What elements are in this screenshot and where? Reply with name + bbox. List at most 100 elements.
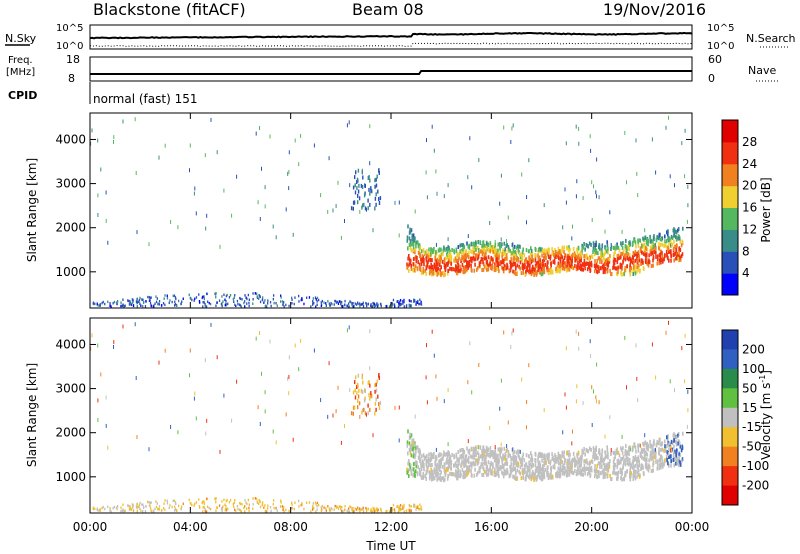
power-cell (576, 250, 579, 255)
power-cell (375, 304, 377, 307)
power-cell (651, 251, 653, 256)
power-cell (471, 268, 473, 273)
velocity-cell (417, 504, 419, 508)
velocity-cell (584, 471, 586, 476)
velocity-cell (507, 449, 510, 454)
power-cell (530, 248, 533, 253)
velocity-speckle (512, 447, 514, 452)
power-cell (532, 264, 534, 269)
power-cell (660, 257, 663, 262)
power-cell (127, 299, 129, 302)
velocity-cell (576, 452, 578, 457)
velocity-cell (601, 458, 603, 463)
power-cell (631, 255, 634, 260)
power-speckle (651, 137, 653, 142)
power-speckle (259, 217, 261, 221)
power-cell (320, 301, 322, 304)
power-cell (562, 263, 564, 268)
velocity-cell (226, 498, 228, 502)
power-speckle (596, 194, 597, 199)
velocity-cell (633, 443, 636, 448)
power-cell (409, 239, 412, 244)
velocity-cell (282, 508, 284, 512)
power-cell (298, 294, 300, 298)
velocity-cell (131, 503, 133, 506)
power-speckle (357, 168, 360, 173)
power-cell (533, 273, 535, 277)
velocity-cell (224, 503, 226, 506)
power-cell (487, 248, 490, 253)
power-cell (412, 241, 415, 246)
velocity-cell (362, 510, 365, 513)
velocity-cell (376, 507, 378, 510)
power-cell (225, 294, 227, 298)
velocity-cell (412, 446, 415, 451)
velocity-speckle (443, 399, 445, 404)
velocity-cell (531, 459, 533, 464)
velocity-cell (436, 462, 438, 467)
colorbar-tick-label: -15 (742, 420, 762, 434)
power-cell (571, 258, 573, 263)
power-cell (474, 243, 476, 248)
velocity-cell (153, 510, 155, 513)
velocity-cell (280, 499, 282, 502)
colorbar-tick-label: 15 (742, 401, 757, 415)
velocity-speckle (433, 353, 435, 358)
velocity-speckle (353, 405, 356, 410)
power-cell (636, 265, 639, 270)
velocity-cell (504, 461, 506, 466)
velocity-cell (547, 459, 550, 464)
freq-label-line1: Freq. (8, 55, 33, 66)
power-cell (513, 255, 515, 260)
velocity-cell (190, 502, 192, 505)
velocity-cell (164, 508, 166, 512)
velocity-cell (556, 457, 558, 461)
velocity-cell (559, 473, 561, 478)
colorbar-tick-label: 16 (742, 201, 757, 215)
power-cell (411, 233, 413, 238)
velocity-cell (410, 447, 412, 452)
velocity-cell (574, 458, 576, 463)
power-cell (519, 260, 522, 265)
velocity-cell (497, 471, 500, 476)
velocity-cell (566, 464, 569, 469)
velocity-speckle (526, 400, 528, 404)
power-cell (222, 300, 224, 303)
velocity-cell (549, 459, 552, 464)
velocity-speckle (562, 430, 564, 435)
velocity-cell (627, 449, 629, 454)
velocity-cell (588, 462, 591, 466)
velocity-cell (516, 449, 519, 454)
power-cell (581, 243, 583, 248)
power-cell (391, 304, 393, 307)
power-cell (426, 249, 428, 253)
velocity-cell (505, 471, 507, 476)
velocity-speckle (288, 374, 290, 379)
power-cell (556, 269, 558, 274)
power-cell (164, 303, 166, 307)
power-cell (483, 264, 486, 269)
velocity-cell (594, 447, 597, 452)
power-cell (487, 255, 490, 260)
power-speckle (148, 242, 150, 247)
velocity-cell (677, 432, 680, 436)
velocity-speckle (313, 348, 315, 353)
power-cell (403, 298, 405, 302)
power-speckle (97, 213, 99, 217)
velocity-speckle (361, 375, 363, 380)
power-cell (628, 253, 631, 258)
power-speckle (414, 209, 416, 214)
velocity-cell (489, 454, 491, 459)
velocity-cell (438, 459, 440, 464)
power-cell (226, 293, 228, 297)
power-cell (262, 296, 264, 299)
velocity-cell (594, 455, 597, 460)
velocity-cell (519, 465, 522, 470)
power-cell (330, 301, 332, 305)
power-cell (641, 244, 643, 249)
velocity-cell (540, 467, 543, 472)
power-cell (504, 252, 506, 256)
y-tick-label: 1000 (55, 265, 86, 279)
velocity-cell (168, 506, 170, 510)
velocity-cell (156, 502, 158, 505)
